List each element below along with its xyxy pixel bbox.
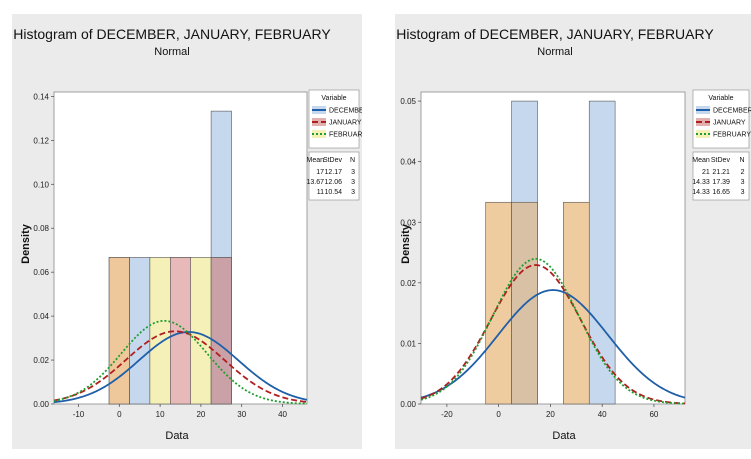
x-tick-label: 30 <box>237 410 246 419</box>
x-tick-label: 20 <box>196 410 205 419</box>
histogram-bar-december <box>129 257 151 405</box>
x-tick-label: 40 <box>598 410 607 419</box>
y-tick-label: 0.03 <box>400 218 416 227</box>
y-tick-label: 0.00 <box>33 400 49 409</box>
normal-curve-january <box>53 330 308 403</box>
x-tick-label: 0 <box>117 410 122 419</box>
legend-fill-swatch <box>312 130 326 138</box>
normal-curve-february <box>420 257 686 405</box>
legend: Variable DECEMBER JANUARY FEBRUARY <box>308 89 362 149</box>
stats-value: 11 <box>317 189 324 196</box>
legend-entry-february: FEBRUARY <box>713 132 751 139</box>
legend-entry-december: DECEMBER <box>713 108 751 115</box>
stats-header: Mean <box>306 157 324 164</box>
stats-value: 17.39 <box>712 179 730 186</box>
x-tick-label: 40 <box>278 410 287 419</box>
stats-box <box>308 151 360 201</box>
stats-value: 12.06 <box>324 179 342 186</box>
stats-table: Mean StDev N 21 21.21 2 14.33 17.39 3 14.33 16.65 3 <box>692 151 750 201</box>
y-tick-label: 0.04 <box>33 312 49 321</box>
stats-header: N <box>739 157 744 164</box>
legend-fill-swatch <box>312 118 326 126</box>
stats-value: 16.65 <box>712 189 730 196</box>
histogram-bar-overlap <box>563 201 590 405</box>
histogram-panel-left: Histogram of DECEMBER, JANUARY, FEBRUARY… <box>12 14 362 449</box>
stats-value: 3 <box>351 169 355 176</box>
stats-value: 3 <box>351 189 355 196</box>
histogram-chart-right: Histogram of DECEMBER, JANUARY, FEBRUARY… <box>396 26 751 442</box>
stats-value: 3 <box>351 179 355 186</box>
stats-value: 2 <box>741 169 745 176</box>
y-tick-label: 0.01 <box>400 339 416 348</box>
y-tick-label: 0.10 <box>33 180 49 189</box>
histogram-bar-february <box>149 257 171 405</box>
histogram-panel-right: Histogram of DECEMBER, JANUARY, FEBRUARY… <box>395 14 751 449</box>
y-tick-label: 0.00 <box>400 400 416 409</box>
chart-subtitle: Normal <box>537 46 572 58</box>
chart-subtitle: Normal <box>154 46 189 58</box>
stats-header: Mean <box>692 157 710 164</box>
plot-area <box>420 91 686 405</box>
histogram-bar-overlap <box>511 201 538 405</box>
legend-fill-swatch <box>696 118 710 126</box>
y-tick-label: 0.14 <box>33 92 49 101</box>
stats-box <box>692 151 750 201</box>
stats-value: 21.21 <box>712 169 730 176</box>
legend-title: Variable <box>321 95 346 102</box>
x-tick-label: 20 <box>546 410 555 419</box>
x-tick-label: -10 <box>73 410 85 419</box>
legend: Variable DECEMBER JANUARY FEBRUARY <box>692 89 751 149</box>
y-tick-label: 0.02 <box>33 356 49 365</box>
y-tick-label: 0.06 <box>33 268 49 277</box>
y-tick-label: 0.04 <box>400 158 416 167</box>
y-axis-title: Density <box>20 223 32 264</box>
normal-curve-december <box>420 289 686 399</box>
chart-title: Histogram of DECEMBER, JANUARY, FEBRUARY <box>13 26 331 42</box>
y-tick-label: 0.12 <box>33 136 49 145</box>
y-tick-label: 0.02 <box>400 279 416 288</box>
histogram-chart-left: Histogram of DECEMBER, JANUARY, FEBRUARY… <box>13 26 362 442</box>
x-tick-label: 10 <box>156 410 165 419</box>
stats-value: 14.33 <box>692 179 710 186</box>
legend-entry-february: FEBRUARY <box>329 132 362 139</box>
stats-value: 12.17 <box>324 169 342 176</box>
x-tick-label: -20 <box>441 410 453 419</box>
stats-header: StDev <box>323 157 343 164</box>
x-tick-label: 0 <box>496 410 501 419</box>
stats-value: 10.54 <box>324 189 342 196</box>
histogram-bar-december <box>588 100 616 405</box>
legend-fill-swatch <box>696 130 710 138</box>
y-tick-label: 0.05 <box>400 97 416 106</box>
stats-value: 3 <box>741 179 745 186</box>
y-tick-label: 0.08 <box>33 224 49 233</box>
legend-entry-january: JANUARY <box>329 120 362 127</box>
stats-value: 17 <box>316 169 324 176</box>
stats-value: 3 <box>741 189 745 196</box>
normal-curve-january <box>420 264 686 405</box>
x-axis-title: Data <box>165 430 189 442</box>
stats-header: StDev <box>711 157 731 164</box>
stats-value: 13.67 <box>306 179 324 186</box>
histogram-bar-february <box>190 257 212 405</box>
histogram-bar-overlap <box>210 257 232 405</box>
y-axis-title: Density <box>400 223 412 264</box>
legend-entry-january: JANUARY <box>713 120 746 127</box>
normal-curve-december <box>53 331 308 404</box>
stats-header: N <box>350 157 355 164</box>
histogram-bar-overlap <box>169 257 192 405</box>
normal-curve-february <box>53 319 308 405</box>
legend-entry-december: DECEMBER <box>329 108 362 115</box>
legend-title: Variable <box>708 95 733 102</box>
stats-value: 14.33 <box>692 189 710 196</box>
chart-title: Histogram of DECEMBER, JANUARY, FEBRUARY <box>396 26 714 42</box>
x-tick-label: 60 <box>649 410 658 419</box>
stats-value: 21 <box>702 169 710 176</box>
x-axis-title: Data <box>552 430 576 442</box>
